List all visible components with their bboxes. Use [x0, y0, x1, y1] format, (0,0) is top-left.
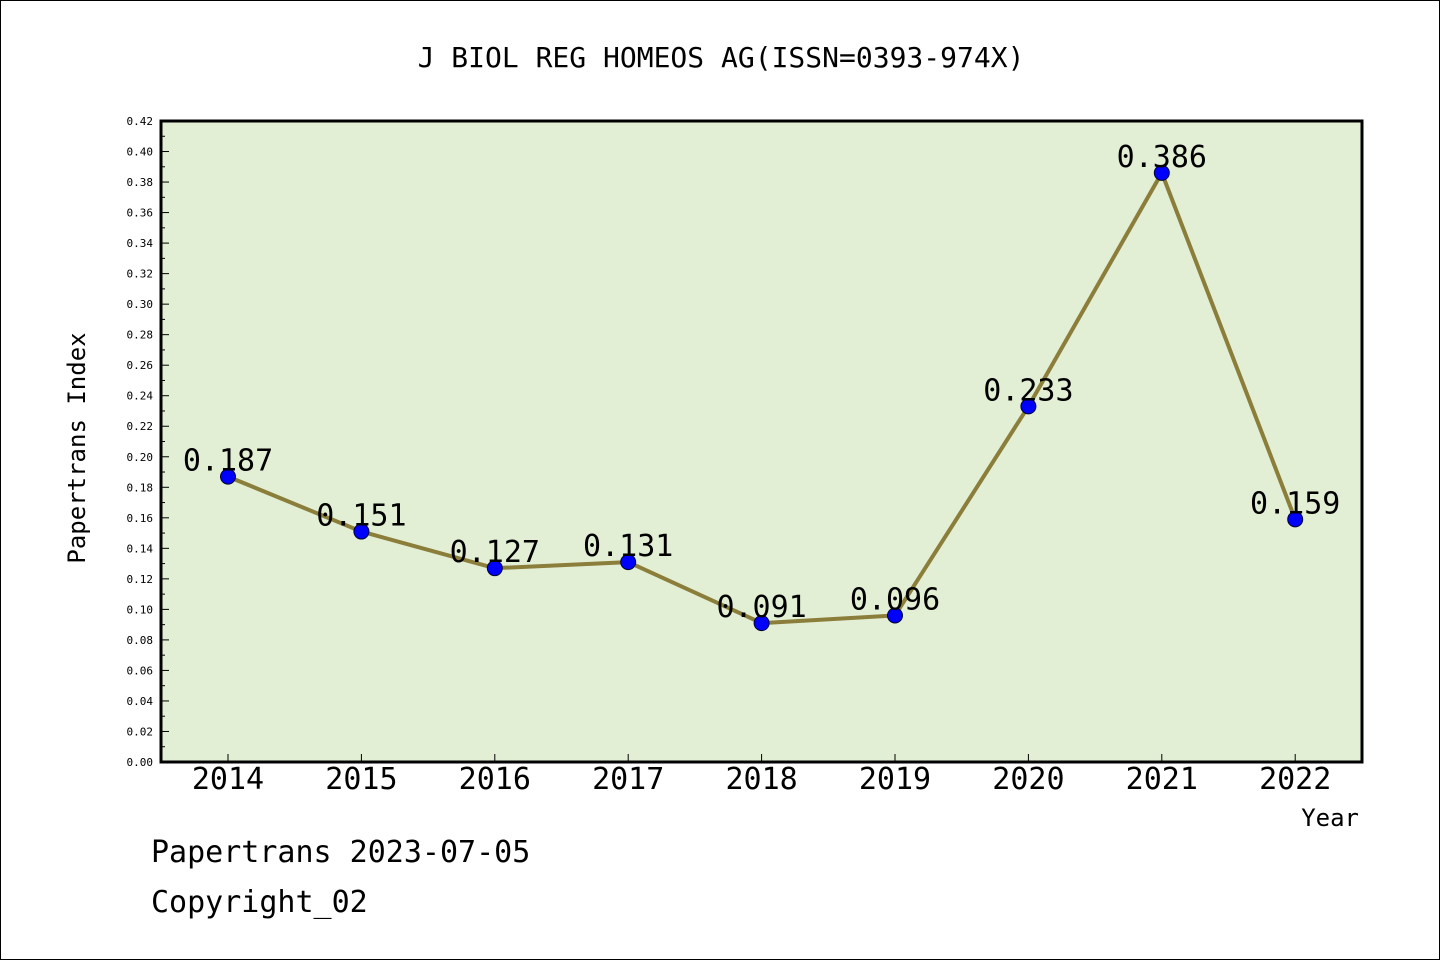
data-label: 0.233 — [983, 373, 1073, 408]
x-tick-label: 2014 — [192, 762, 264, 797]
data-point — [1020, 398, 1037, 415]
y-tick-label: 0.02 — [127, 725, 154, 738]
y-tick-label: 0.24 — [127, 390, 154, 403]
y-tick-label: 0.22 — [127, 420, 154, 433]
footer-copyright: Copyright_02 — [151, 885, 368, 920]
y-axis-label: Papertrans Index — [63, 332, 91, 563]
y-tick-label: 0.28 — [127, 329, 154, 342]
x-tick-label: 2021 — [1126, 762, 1198, 797]
y-tick-label: 0.30 — [127, 298, 154, 311]
y-tick-label: 0.40 — [127, 146, 154, 159]
y-axis: 0.00 0.02 0.04 0.06 0.08 0.10 0.12 0.14 0.16 0.18… — [127, 115, 169, 769]
plot-area — [161, 121, 1362, 762]
y-tick-label: 0.20 — [127, 451, 154, 464]
y-tick-label: 0.38 — [127, 176, 154, 189]
data-label: 0.386 — [1117, 140, 1207, 175]
y-tick-label: 0.06 — [127, 664, 154, 677]
plot-border — [159, 119, 1364, 764]
y-tick-label: 0.18 — [127, 481, 154, 494]
y-tick-label: 0.32 — [127, 268, 154, 281]
x-tick-label: 2020 — [992, 762, 1064, 797]
data-label: 0.096 — [850, 582, 940, 617]
footer-date: Papertrans 2023-07-05 — [151, 835, 531, 870]
x-tick-label: 2019 — [859, 762, 931, 797]
data-point — [486, 560, 503, 577]
data-point — [220, 468, 236, 485]
y-tick-label: 0.42 — [127, 115, 154, 128]
y-tick-label: 0.16 — [127, 512, 154, 525]
y-tick-label: 0.34 — [127, 237, 154, 250]
y-tick-label: 0.08 — [127, 634, 154, 647]
x-tick-label: 2018 — [725, 762, 797, 797]
x-axis-label: Year — [1301, 804, 1359, 832]
y-tick-label: 0.12 — [127, 573, 154, 586]
data-point — [753, 615, 770, 632]
y-tick-label: 0.26 — [127, 359, 154, 372]
data-point — [887, 607, 903, 624]
x-tick-label: 2022 — [1259, 762, 1331, 797]
y-tick-label: 0.14 — [127, 542, 154, 555]
y-tick-label: 0.04 — [127, 695, 154, 708]
x-tick-label: 2017 — [592, 762, 664, 797]
x-axis: 2014 2015 2016 2017 2018 2019 2020 2021 2022 — [192, 754, 1331, 797]
data-label: 0.131 — [583, 529, 673, 564]
data-point — [620, 554, 637, 571]
data-series — [220, 164, 1304, 632]
data-label: 0.091 — [716, 590, 806, 625]
chart-title: J BIOL REG HOMEOS AG(ISSN=0393-974X) — [418, 41, 1025, 74]
data-label: 0.187 — [183, 444, 273, 479]
data-point — [1287, 511, 1304, 528]
x-tick-label: 2015 — [325, 762, 397, 797]
data-label: 0.127 — [450, 535, 540, 570]
data-point — [1153, 164, 1170, 181]
x-tick-label: 2016 — [459, 762, 531, 797]
data-label: 0.159 — [1250, 486, 1340, 521]
y-tick-label: 0.00 — [127, 756, 154, 769]
y-tick-label: 0.10 — [127, 603, 154, 616]
data-point — [353, 523, 370, 540]
data-label: 0.151 — [316, 499, 406, 534]
y-tick-label: 0.36 — [127, 207, 154, 220]
data-labels: 0.187 0.151 0.127 0.131 0.091 0.096 0.233 0.386… — [183, 140, 1341, 625]
